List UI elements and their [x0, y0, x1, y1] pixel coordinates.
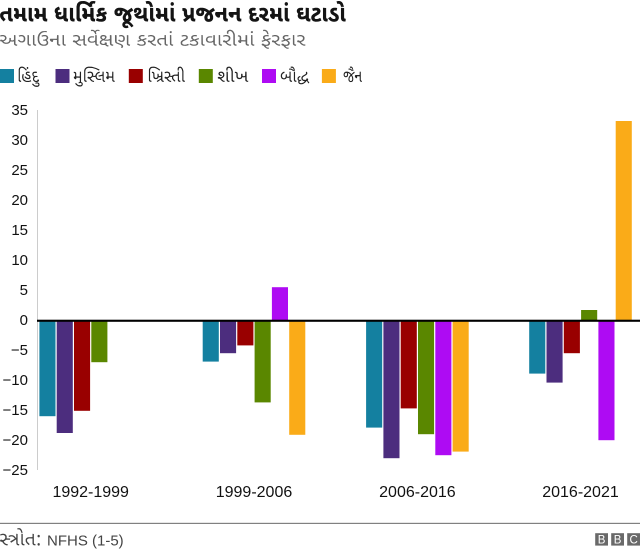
svg-text:35: 35: [11, 102, 28, 119]
svg-text:−25: −25: [3, 462, 28, 479]
svg-text:5: 5: [20, 282, 28, 299]
svg-text:30: 30: [11, 132, 28, 149]
svg-text:NFHS (1-5): NFHS (1-5): [47, 533, 124, 550]
svg-text:−5: −5: [11, 342, 28, 359]
svg-text:−10: −10: [3, 372, 28, 389]
svg-text:B: B: [614, 535, 622, 547]
svg-text:2016-2021: 2016-2021: [542, 484, 619, 501]
svg-text:B: B: [598, 535, 606, 547]
svg-text:10: 10: [11, 252, 28, 269]
svg-text:15: 15: [11, 222, 28, 239]
svg-text:25: 25: [11, 162, 28, 179]
svg-text:1992-1999: 1992-1999: [52, 484, 129, 501]
svg-text:−15: −15: [3, 402, 28, 419]
svg-text:0: 0: [20, 312, 28, 329]
svg-text:20: 20: [11, 192, 28, 209]
svg-text:C: C: [629, 535, 637, 547]
svg-text:2006-2016: 2006-2016: [379, 484, 456, 501]
svg-text:1999-2006: 1999-2006: [216, 484, 293, 501]
svg-text:−20: −20: [3, 432, 28, 449]
